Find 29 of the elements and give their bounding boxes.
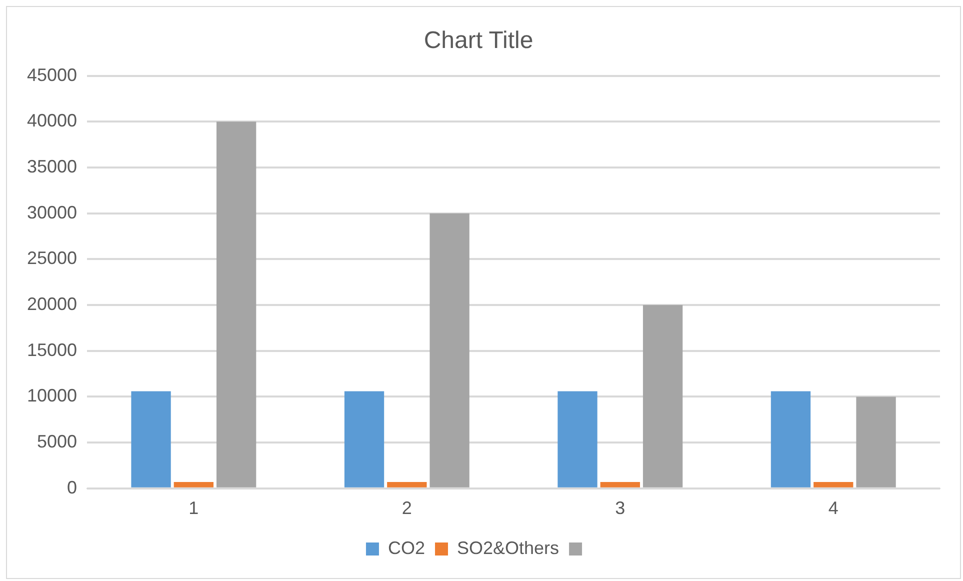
x-tick-label: 4 xyxy=(828,498,838,518)
bar xyxy=(430,213,470,488)
x-tick-label: 3 xyxy=(615,498,626,518)
bar xyxy=(387,482,427,488)
bar xyxy=(131,391,171,488)
y-tick-label: 25000 xyxy=(26,248,78,268)
bar xyxy=(770,391,811,488)
x-tick-label: 1 xyxy=(188,498,199,518)
y-tick-label: 0 xyxy=(67,477,78,498)
y-tick-label: 15000 xyxy=(26,340,78,360)
y-tick-label: 20000 xyxy=(26,294,78,314)
legend-label: CO2 xyxy=(388,538,425,558)
y-tick-label: 45000 xyxy=(26,64,78,85)
bar xyxy=(600,482,640,488)
bar xyxy=(814,482,854,488)
bar xyxy=(642,305,683,488)
y-tick-label: 35000 xyxy=(26,156,78,176)
bar xyxy=(174,482,214,488)
chart-title: Chart Title xyxy=(424,27,534,54)
x-tick-label: 2 xyxy=(402,498,412,518)
y-tick-label: 40000 xyxy=(26,110,78,131)
y-tick-label: 5000 xyxy=(37,432,78,452)
bar xyxy=(344,391,384,488)
y-tick-label: 30000 xyxy=(26,202,78,222)
legend-label: SO2&Others xyxy=(456,538,560,558)
y-tick-label: 10000 xyxy=(26,386,78,406)
bar xyxy=(558,391,598,488)
bar xyxy=(856,396,896,488)
bar xyxy=(216,122,256,488)
